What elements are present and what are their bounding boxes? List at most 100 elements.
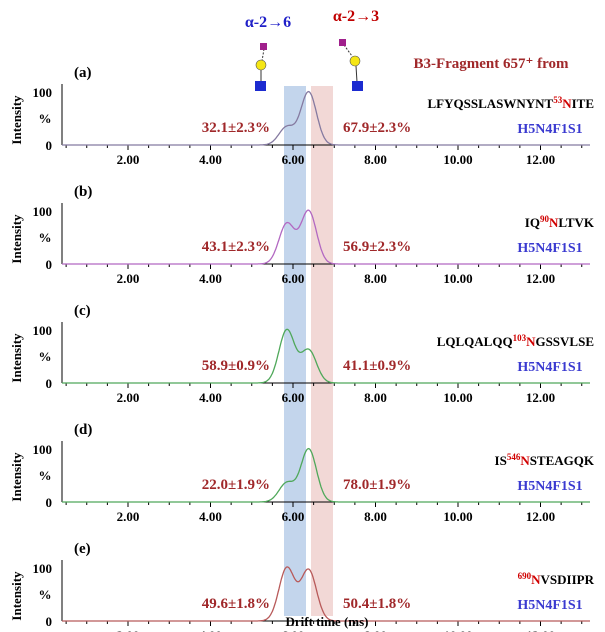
x-tick-label: 2.00	[117, 271, 140, 286]
percent-right-label: 50.4±1.8%	[343, 596, 411, 612]
x-tick-label: 4.00	[199, 271, 222, 286]
y-tick-label: 100	[33, 323, 53, 338]
galactose-icon	[255, 59, 267, 71]
y-axis-label: Intensity	[9, 452, 24, 502]
glycan-composition: H5N4F1S1	[517, 360, 582, 375]
x-tick-label: 6.00	[282, 152, 305, 167]
x-tick-label: 6.00	[282, 390, 305, 405]
x-tick-label: 6.00	[282, 628, 305, 632]
x-tick-label: 4.00	[199, 152, 222, 167]
linkage-right-label: α-2→3	[333, 8, 379, 25]
y-axis-percent-label: %	[39, 111, 52, 126]
x-tick-label: 2.00	[117, 152, 140, 167]
x-tick-label: 6.00	[282, 271, 305, 286]
sialic-acid-icon	[339, 39, 346, 46]
percent-right-label: 56.9±2.3%	[343, 239, 411, 255]
y-axis-label: Intensity	[9, 571, 24, 621]
percent-left-label: 32.1±2.3%	[202, 120, 270, 136]
linkage-left-label: α-2→6	[245, 14, 291, 31]
glycan-composition: H5N4F1S1	[517, 122, 582, 137]
chart-panel-c: (c) Intensity % 100 0 2.00 4.00 6.00 8.00 10.00 12…	[9, 303, 594, 405]
data-series-line	[62, 566, 590, 622]
y-tick-label: 100	[33, 561, 53, 576]
peptide-suffix: GSSVLSE	[535, 334, 594, 349]
glycan-symbol-alpha-2-3	[339, 39, 363, 91]
x-tick-label: 10.00	[443, 152, 472, 167]
y-axis-label: Intensity	[9, 214, 24, 264]
x-tick-label: 2.00	[117, 628, 140, 632]
y-tick-label: 0	[46, 257, 53, 272]
peptide-prefix: IS	[495, 453, 507, 468]
glycosite-residue: N	[526, 334, 536, 349]
x-tick-label: 10.00	[443, 509, 472, 524]
data-series-line	[62, 328, 590, 384]
x-axis-label: Drift time (ms)	[285, 614, 368, 629]
glycan-composition: H5N4F1S1	[517, 479, 582, 494]
x-tick-label: 8.00	[364, 628, 387, 632]
x-tick-label: 2.00	[117, 509, 140, 524]
data-series-line	[62, 447, 590, 503]
x-tick-label: 4.00	[199, 390, 222, 405]
x-tick-label: 4.00	[199, 628, 222, 632]
x-tick-label: 2.00	[117, 390, 140, 405]
peptide-sequence: LFYQSSLASWNYNT53NITE	[428, 95, 595, 111]
peptide-sequence: LQLQALQQ103NGSSVLSE	[437, 333, 594, 349]
chart-panel-b: (b) Intensity % 100 0 2.00 4.00 6.00 8.00 10.00 12…	[9, 184, 595, 286]
data-series-line	[62, 209, 590, 265]
x-tick-label: 8.00	[364, 271, 387, 286]
y-axis-label: Intensity	[9, 333, 24, 383]
x-tick-label: 10.00	[443, 390, 472, 405]
peptide-prefix: LFYQSSLASWNYNT	[428, 96, 554, 111]
peptide-prefix: IQ	[525, 215, 540, 230]
x-tick-label: 10.00	[443, 628, 472, 632]
glycosite-residue: N	[549, 215, 559, 230]
panel-label: (d)	[74, 422, 92, 438]
chart-panel-e: (e) Intensity% 100 0 2.00 4.00 6.00 8.00 10.00 12…	[9, 541, 595, 632]
peptide-suffix: STEAGQK	[530, 453, 595, 468]
y-tick-label: 0	[46, 138, 53, 153]
glycosite-number: 90	[540, 214, 550, 224]
galactose-icon	[349, 55, 361, 67]
y-axis-label: Intensity	[9, 95, 24, 145]
panel-label: (b)	[74, 184, 92, 200]
sialic-acid-icon	[260, 43, 267, 50]
glycan-symbol-alpha-2-6	[255, 43, 267, 91]
x-tick-label: 12.00	[526, 152, 555, 167]
peptide-suffix: LTVK	[558, 215, 595, 230]
glcnac-icon	[352, 81, 363, 91]
x-tick-label: 12.00	[526, 628, 555, 632]
x-tick-label: 12.00	[526, 390, 555, 405]
panel-label: (e)	[74, 541, 91, 557]
peptide-sequence: IS546NSTEAGQK	[495, 452, 595, 468]
data-series-line	[62, 90, 590, 146]
glycosite-number: 53	[553, 95, 563, 105]
header-title: B3-Fragment 657⁺ from	[413, 56, 569, 72]
glycosite-residue: N	[562, 96, 572, 111]
glycosite-number: 103	[513, 333, 527, 343]
percent-left-label: 58.9±0.9%	[202, 358, 270, 374]
y-tick-label: 100	[33, 204, 53, 219]
panel-label: (c)	[74, 303, 91, 319]
panel-label: (a)	[74, 65, 92, 81]
y-tick-label: 0	[46, 376, 53, 391]
percent-left-label: 49.6±1.8%	[202, 596, 270, 612]
glycosite-number: 546	[507, 452, 521, 462]
peptide-suffix: VSDIIPR	[541, 572, 595, 587]
band-alpha-2-3	[311, 86, 333, 616]
x-tick-label: 8.00	[364, 152, 387, 167]
peptide-suffix: ITE	[572, 96, 594, 111]
chart-panel-d: (d) Intensity % 100 0 2.00 4.00 6.00 8.00 10.00 12…	[9, 422, 595, 524]
glycosite-residue: N	[520, 453, 530, 468]
glycosite-number: 690	[518, 571, 532, 581]
y-tick-label: 0	[46, 495, 53, 510]
y-axis-percent-label: %	[39, 587, 52, 602]
panels: (a) Intensity % 100 0 2.00 4.00 6.00 8.00 10.00 12…	[9, 65, 595, 632]
glycan-composition: H5N4F1S1	[517, 241, 582, 256]
y-tick-label: 100	[33, 85, 53, 100]
band-alpha-2-6	[284, 86, 306, 616]
x-tick-label: 12.00	[526, 509, 555, 524]
x-tick-label: 6.00	[282, 509, 305, 524]
x-tick-label: 12.00	[526, 271, 555, 286]
x-tick-label: 8.00	[364, 390, 387, 405]
percent-left-label: 43.1±2.3%	[202, 239, 270, 255]
